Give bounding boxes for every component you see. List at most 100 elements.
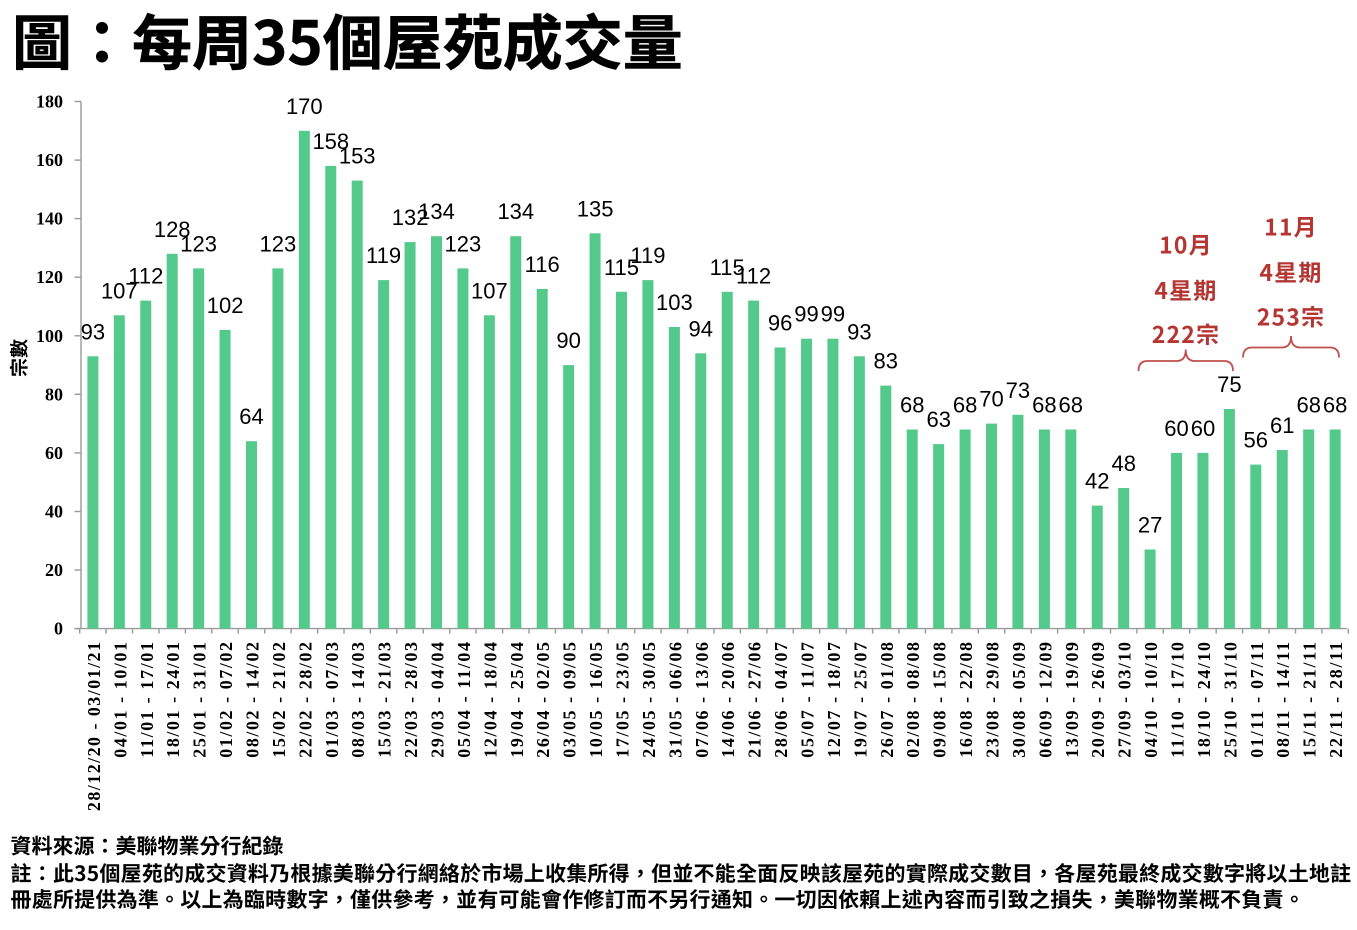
- svg-text:99: 99: [794, 302, 818, 327]
- svg-text:64: 64: [239, 404, 263, 429]
- svg-text:02/08 - 08/08: 02/08 - 08/08: [903, 642, 923, 758]
- svg-text:68: 68: [1323, 393, 1347, 418]
- svg-text:100: 100: [36, 326, 63, 346]
- svg-text:107: 107: [101, 278, 138, 303]
- svg-text:60: 60: [1164, 416, 1188, 441]
- svg-text:61: 61: [1270, 413, 1294, 438]
- svg-text:90: 90: [556, 328, 580, 353]
- svg-text:04/01 - 10/01: 04/01 - 10/01: [110, 642, 130, 758]
- svg-text:圖：每周35個屋苑成交量: 圖：每周35個屋苑成交量: [12, 0, 683, 82]
- svg-text:115: 115: [710, 255, 745, 280]
- svg-text:03/05 - 09/05: 03/05 - 09/05: [560, 642, 580, 758]
- svg-text:28/06 - 04/07: 28/06 - 04/07: [771, 642, 791, 758]
- svg-text:140: 140: [36, 209, 63, 229]
- svg-text:09/08 - 15/08: 09/08 - 15/08: [930, 642, 950, 758]
- svg-text:48: 48: [1111, 451, 1135, 476]
- svg-text:120: 120: [36, 267, 63, 287]
- svg-text:20/09 - 26/09: 20/09 - 26/09: [1088, 642, 1108, 758]
- svg-text:63: 63: [926, 407, 950, 432]
- svg-text:128: 128: [154, 217, 191, 242]
- svg-text:119: 119: [366, 243, 401, 268]
- svg-text:112: 112: [736, 264, 771, 289]
- svg-text:68: 68: [953, 393, 977, 418]
- svg-text:14/06 - 20/06: 14/06 - 20/06: [718, 642, 738, 758]
- svg-text:68: 68: [1296, 393, 1320, 418]
- svg-text:13/09 - 19/09: 13/09 - 19/09: [1062, 642, 1082, 758]
- svg-text:27: 27: [1138, 513, 1162, 538]
- svg-text:04/10 - 10/10: 04/10 - 10/10: [1141, 642, 1161, 758]
- svg-text:4星期: 4星期: [1259, 254, 1322, 288]
- svg-text:68: 68: [1032, 393, 1056, 418]
- svg-text:08/03 - 14/03: 08/03 - 14/03: [348, 642, 368, 758]
- svg-text:18/01 - 24/01: 18/01 - 24/01: [163, 642, 183, 758]
- svg-text:102: 102: [207, 293, 244, 318]
- svg-text:29/03 - 04/04: 29/03 - 04/04: [428, 642, 448, 758]
- svg-text:31/05 - 06/06: 31/05 - 06/06: [665, 642, 685, 758]
- svg-text:115: 115: [604, 255, 639, 280]
- svg-text:26/04 - 02/05: 26/04 - 02/05: [533, 642, 553, 758]
- svg-text:12/07 - 18/07: 12/07 - 18/07: [824, 642, 844, 758]
- svg-text:08/11 - 14/11: 08/11 - 14/11: [1273, 642, 1293, 758]
- svg-text:132: 132: [392, 205, 429, 230]
- svg-text:4星期: 4星期: [1154, 272, 1217, 306]
- svg-text:153: 153: [339, 144, 376, 169]
- svg-text:30/08 - 05/09: 30/08 - 05/09: [1009, 642, 1029, 758]
- svg-text:68: 68: [1059, 393, 1083, 418]
- svg-text:40: 40: [45, 502, 63, 522]
- svg-text:11/10 - 17/10: 11/10 - 17/10: [1168, 642, 1188, 758]
- svg-text:123: 123: [445, 231, 482, 256]
- svg-text:08/02 - 14/02: 08/02 - 14/02: [243, 642, 263, 758]
- svg-text:222宗: 222宗: [1152, 316, 1221, 350]
- svg-text:24/05 - 30/05: 24/05 - 30/05: [639, 642, 659, 758]
- svg-text:22/11 - 28/11: 22/11 - 28/11: [1326, 642, 1346, 758]
- svg-text:134: 134: [418, 199, 455, 224]
- svg-text:73: 73: [1006, 378, 1030, 403]
- svg-text:99: 99: [821, 302, 845, 327]
- svg-text:28/12/20 - 03/01/21: 28/12/20 - 03/01/21: [84, 642, 104, 811]
- svg-text:資料來源：美聯物業分行紀錄: 資料來源：美聯物業分行紀錄: [11, 831, 284, 861]
- svg-text:56: 56: [1244, 428, 1268, 453]
- svg-text:160: 160: [36, 150, 63, 170]
- svg-text:01/02 - 07/02: 01/02 - 07/02: [216, 642, 236, 758]
- svg-text:15/02 - 21/02: 15/02 - 21/02: [269, 642, 289, 758]
- svg-text:20: 20: [45, 560, 63, 580]
- svg-text:11月: 11月: [1264, 209, 1318, 243]
- svg-text:25/01 - 31/01: 25/01 - 31/01: [190, 642, 210, 758]
- svg-text:80: 80: [45, 384, 63, 404]
- svg-text:18/10 - 24/10: 18/10 - 24/10: [1194, 642, 1214, 758]
- svg-text:0: 0: [54, 619, 63, 639]
- svg-text:123: 123: [180, 231, 217, 256]
- svg-text:17/05 - 23/05: 17/05 - 23/05: [613, 642, 633, 758]
- svg-text:22/03 - 28/03: 22/03 - 28/03: [401, 642, 421, 758]
- svg-text:06/09 - 12/09: 06/09 - 12/09: [1035, 642, 1055, 758]
- svg-text:112: 112: [128, 264, 163, 289]
- svg-text:42: 42: [1085, 469, 1109, 494]
- svg-text:05/04 - 11/04: 05/04 - 11/04: [454, 642, 474, 758]
- svg-text:123: 123: [260, 231, 297, 256]
- svg-text:96: 96: [768, 311, 792, 336]
- svg-text:23/08 - 29/08: 23/08 - 29/08: [983, 642, 1003, 758]
- svg-text:16/08 - 22/08: 16/08 - 22/08: [956, 642, 976, 758]
- svg-text:宗數: 宗數: [5, 339, 32, 377]
- svg-text:15/11 - 21/11: 15/11 - 21/11: [1300, 642, 1320, 758]
- svg-text:116: 116: [525, 252, 560, 277]
- svg-text:119: 119: [630, 243, 665, 268]
- svg-text:22/02 - 28/02: 22/02 - 28/02: [295, 642, 315, 758]
- svg-text:26/07 - 01/08: 26/07 - 01/08: [877, 642, 897, 758]
- svg-text:60: 60: [45, 443, 63, 463]
- svg-text:冊處所提供為準。以上為臨時數字，僅供參考，並有可能會作修訂而: 冊處所提供為準。以上為臨時數字，僅供參考，並有可能會作修訂而不另行通知。一切因依…: [11, 884, 1305, 914]
- svg-text:103: 103: [656, 290, 693, 315]
- svg-text:05/07 - 11/07: 05/07 - 11/07: [798, 642, 818, 758]
- svg-text:107: 107: [471, 278, 508, 303]
- svg-text:27/09 - 03/10: 27/09 - 03/10: [1115, 642, 1135, 758]
- svg-text:10月: 10月: [1159, 227, 1213, 261]
- svg-text:83: 83: [874, 349, 898, 374]
- svg-text:93: 93: [847, 319, 871, 344]
- svg-text:10/05 - 16/05: 10/05 - 16/05: [586, 642, 606, 758]
- svg-text:75: 75: [1217, 372, 1241, 397]
- svg-text:70: 70: [979, 387, 1003, 412]
- svg-text:19/04 - 25/04: 19/04 - 25/04: [507, 642, 527, 758]
- svg-text:170: 170: [286, 94, 323, 119]
- svg-text:01/11 - 07/11: 01/11 - 07/11: [1247, 642, 1267, 758]
- svg-text:11/01 - 17/01: 11/01 - 17/01: [137, 642, 157, 758]
